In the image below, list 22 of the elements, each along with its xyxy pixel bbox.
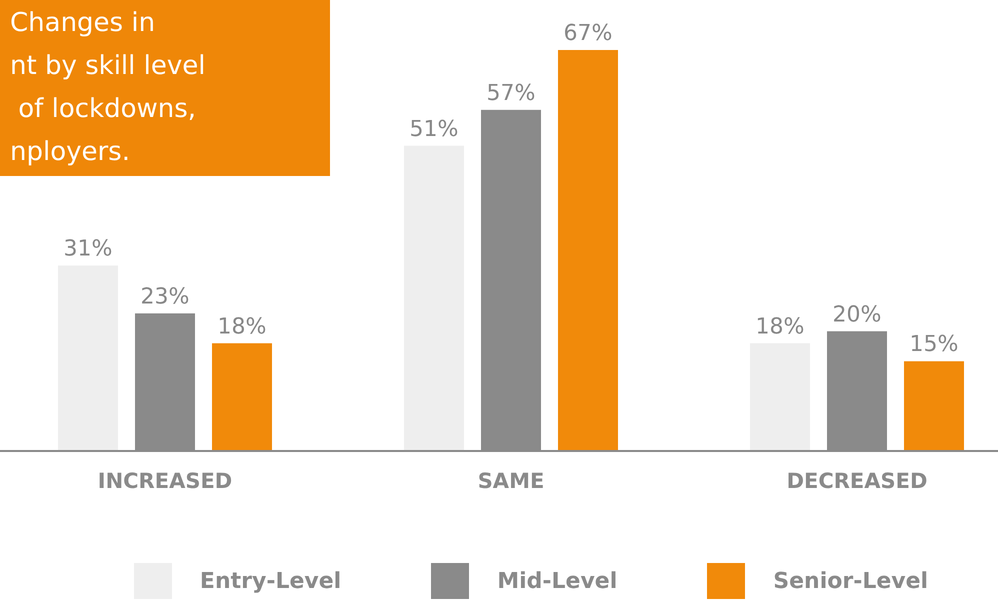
bar bbox=[404, 146, 464, 451]
bar bbox=[58, 265, 118, 451]
data-label: 20% bbox=[832, 302, 882, 328]
text: Changes in nt by skill level of lockdowns, nployers. bbox=[10, 7, 206, 169]
legend-label: Senior-Level bbox=[773, 568, 928, 594]
data-label: 23% bbox=[140, 284, 190, 310]
data-label: 18% bbox=[218, 314, 266, 340]
bar bbox=[904, 361, 964, 451]
data-label: 67% bbox=[564, 21, 612, 46]
x-tick-label: DECREASED bbox=[786, 468, 928, 493]
data-label: 51% bbox=[410, 116, 458, 142]
bar bbox=[212, 343, 272, 451]
legend-label: Entry-Level bbox=[200, 568, 342, 594]
data-label: 31% bbox=[64, 236, 112, 262]
data-label: 18% bbox=[756, 314, 804, 340]
legend-label: Mid-Level bbox=[497, 568, 618, 594]
bar bbox=[750, 343, 810, 451]
data-label: 57% bbox=[486, 80, 536, 106]
bar bbox=[558, 50, 618, 451]
x-tick-label: INCREASED bbox=[98, 468, 232, 493]
data-label: 15% bbox=[910, 332, 958, 358]
x-tick-label: SAME bbox=[478, 468, 544, 493]
